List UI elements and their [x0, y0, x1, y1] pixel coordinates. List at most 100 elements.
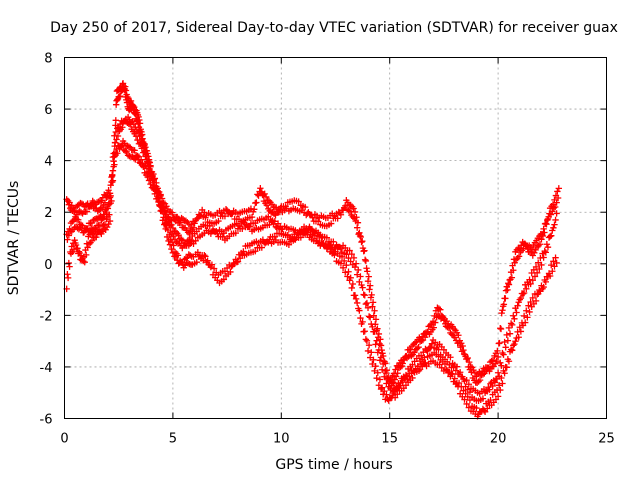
data-point	[155, 201, 163, 209]
data-point	[500, 301, 508, 308]
data-point	[170, 242, 177, 249]
data-point	[158, 207, 165, 214]
data-point	[437, 306, 444, 313]
data-point	[516, 324, 523, 331]
data-point	[337, 245, 345, 252]
data-point	[345, 254, 352, 262]
data-point	[157, 192, 164, 200]
data-point	[455, 379, 463, 387]
data-point	[403, 354, 411, 362]
data-point	[363, 299, 371, 307]
data-point	[135, 129, 142, 137]
data-point	[519, 290, 527, 298]
data-point	[541, 229, 548, 236]
data-point	[356, 307, 363, 314]
data-point	[481, 408, 489, 416]
y-tick-label: 6	[44, 103, 52, 118]
data-point	[464, 354, 471, 362]
data-point	[461, 396, 468, 403]
x-tick-label: 20	[490, 432, 507, 447]
data-point	[351, 208, 359, 216]
data-point	[339, 264, 347, 272]
data-point	[435, 346, 442, 353]
data-point	[540, 225, 547, 233]
data-point	[475, 378, 482, 385]
data-point	[66, 263, 73, 270]
data-point	[368, 320, 375, 328]
data-point	[451, 375, 458, 382]
data-point	[402, 371, 410, 379]
data-point	[391, 376, 398, 383]
data-point	[544, 243, 552, 251]
data-point	[140, 149, 147, 156]
data-point	[193, 215, 200, 223]
data-point	[499, 380, 506, 387]
data-point	[541, 247, 548, 255]
data-point	[168, 209, 176, 216]
data-point	[110, 157, 117, 165]
data-point	[502, 344, 509, 351]
data-point	[75, 248, 83, 255]
data-point	[342, 202, 349, 210]
data-point	[532, 297, 540, 305]
plot-frame	[64, 57, 607, 419]
data-point	[232, 229, 239, 237]
data-point	[527, 280, 534, 288]
data-point	[476, 376, 484, 384]
data-point	[324, 241, 332, 249]
data-point	[520, 312, 528, 320]
data-point	[246, 223, 254, 231]
data-point	[240, 248, 247, 255]
data-point	[350, 254, 358, 262]
data-point	[489, 382, 496, 390]
data-point	[467, 363, 474, 370]
data-point	[372, 341, 379, 348]
data-point	[376, 376, 384, 383]
data-point	[148, 173, 155, 180]
data-point	[106, 211, 113, 218]
data-point	[508, 321, 516, 329]
data-point	[344, 273, 351, 280]
data-point	[505, 280, 512, 287]
data-point	[131, 147, 138, 154]
data-point	[513, 309, 520, 316]
data-point	[368, 291, 375, 299]
data-point	[505, 324, 513, 332]
data-point	[383, 380, 390, 387]
data-point	[88, 237, 96, 245]
data-point	[153, 189, 161, 197]
data-point	[550, 204, 557, 212]
data-point	[366, 282, 374, 289]
data-point	[166, 231, 173, 239]
data-point	[538, 236, 545, 243]
data-point	[346, 247, 353, 254]
data-point	[301, 203, 309, 211]
data-point	[375, 382, 383, 389]
data-point	[354, 219, 362, 226]
data-point	[433, 314, 440, 321]
data-point	[376, 357, 384, 364]
data-point	[452, 367, 460, 374]
data-point	[111, 139, 119, 146]
data-point	[497, 386, 504, 394]
data-point	[515, 253, 523, 260]
data-point	[373, 374, 380, 382]
data-point	[428, 340, 436, 347]
data-point	[463, 400, 470, 408]
data-point	[554, 194, 562, 202]
data-point	[134, 136, 141, 144]
data-point	[417, 352, 425, 359]
data-point	[240, 219, 247, 226]
data-point	[343, 261, 350, 269]
data-point	[546, 272, 554, 280]
y-tick-label: 8	[44, 52, 52, 67]
data-point	[370, 312, 378, 319]
data-point	[487, 396, 494, 404]
data-point	[210, 265, 218, 272]
data-point	[184, 260, 192, 267]
data-point	[229, 210, 236, 217]
data-point	[391, 394, 399, 401]
y-axis-label: SDTVAR / TECUs	[6, 181, 22, 296]
data-point	[355, 266, 362, 274]
data-point	[349, 280, 357, 288]
